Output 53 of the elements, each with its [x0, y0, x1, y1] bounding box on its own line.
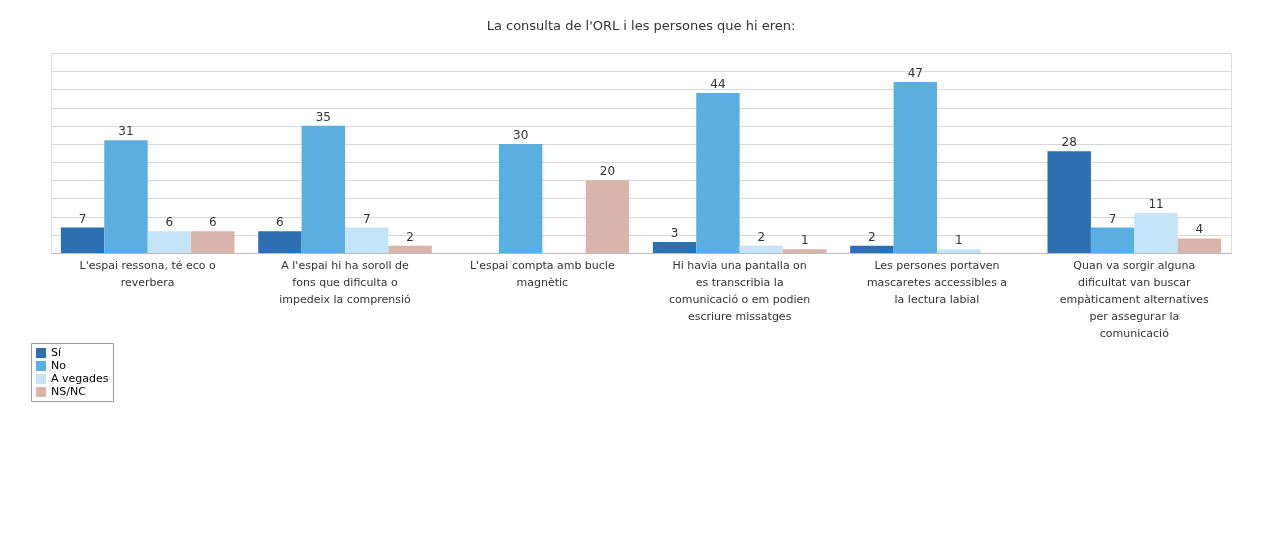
- bar: [696, 93, 740, 253]
- bar: [783, 249, 827, 253]
- data-label: 7: [362, 211, 371, 226]
- bar: [1090, 227, 1135, 253]
- bar: [739, 245, 784, 253]
- legend-label: NS/NC: [51, 385, 87, 398]
- data-label: 1: [954, 233, 963, 248]
- data-label: 7: [1108, 211, 1117, 226]
- bar: [936, 249, 981, 253]
- bar: [652, 242, 697, 253]
- legend-label: No: [51, 359, 67, 372]
- data-label: 7: [78, 211, 87, 226]
- bar: [258, 231, 302, 253]
- x-tick-label: L'espai compta amb bucle magnètic: [469, 258, 615, 289]
- x-tick-label: Quan va sorgir alguna dificultat van buscar empàticament alternatives per assegurar la comunicació: [1059, 258, 1210, 340]
- legend-label: Sí: [51, 346, 62, 359]
- data-label: 11: [1148, 197, 1164, 211]
- data-label: 2: [757, 229, 766, 244]
- bar: [1177, 238, 1222, 253]
- data-label: 4: [1195, 222, 1204, 237]
- x-tick-label: Les persones portaven mascaretes accessibles a la lectura labial: [866, 258, 1008, 306]
- data-label: 2: [868, 229, 876, 244]
- bar: [1047, 151, 1091, 253]
- legend-label: A vegades: [51, 372, 109, 385]
- data-label: 1: [800, 233, 809, 248]
- data-label: 3: [670, 226, 679, 241]
- x-tick-label: A l'espai hi ha soroll de fons que dificulta o impedeix la comprensió: [279, 258, 412, 306]
- bar: [104, 140, 148, 253]
- data-label: 20: [599, 164, 616, 179]
- x-tick-label: Hi havia una pantalla on es transcribia la comunicació o em podien escriure missatges: [669, 258, 811, 323]
- data-label: 6: [165, 215, 174, 230]
- data-label: 44: [710, 77, 726, 91]
- bar: [301, 125, 346, 253]
- bar: [345, 227, 389, 253]
- data-label: 31: [118, 124, 134, 139]
- chart-title: La consulta de l'ORL i les persones que hi eren:: [486, 18, 796, 33]
- bar: [498, 143, 543, 253]
- data-label: 6: [276, 215, 284, 230]
- data-label: 6: [208, 215, 217, 230]
- bar: [147, 231, 192, 253]
- bar: [893, 82, 937, 253]
- data-label: 30: [512, 127, 529, 142]
- data-label: 35: [315, 109, 331, 124]
- data-label: 2: [406, 229, 414, 244]
- bar: [850, 245, 894, 253]
- x-tick-label: L'espai ressona, té eco o reverbera: [79, 258, 217, 289]
- bar: [1134, 213, 1178, 253]
- data-label: 47: [907, 66, 923, 81]
- bar: [60, 227, 105, 253]
- bar: [388, 245, 432, 253]
- bar: [585, 180, 630, 253]
- data-label: 28: [1061, 135, 1077, 150]
- bar: [191, 231, 235, 253]
